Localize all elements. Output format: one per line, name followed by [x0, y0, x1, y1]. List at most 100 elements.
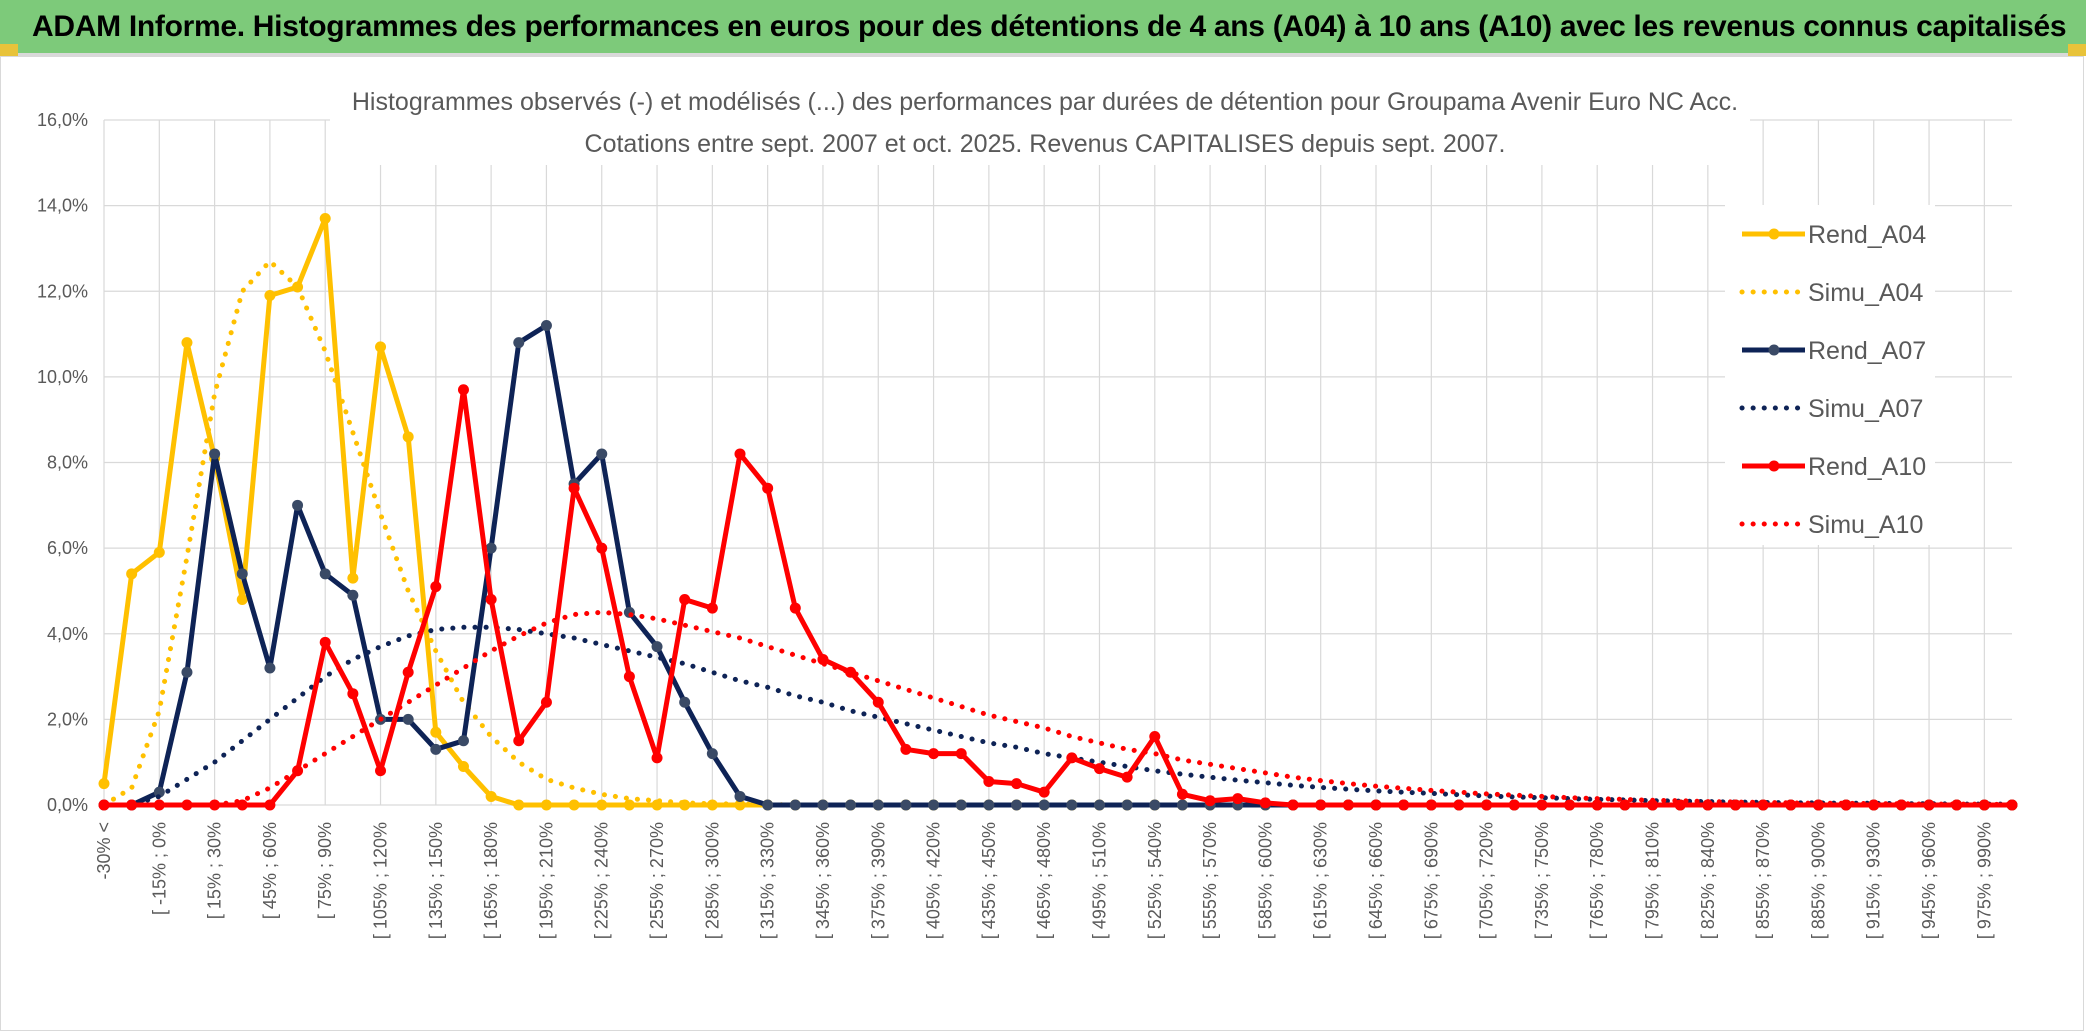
chart-series: [98, 212, 2018, 811]
data-point-Rend_A07: [485, 542, 497, 554]
x-tick-label: [ 495% ; 510%: [1089, 822, 1109, 939]
x-tick-label: [ 315% ; 330%: [758, 822, 778, 939]
x-tick-label: [ 375% ; 390%: [868, 822, 888, 939]
data-point-Rend_A04: [347, 572, 359, 584]
data-point-Rend_A10: [540, 696, 552, 708]
y-tick-label: 12,0%: [37, 281, 88, 301]
data-point-Rend_A04: [485, 790, 497, 802]
data-point-Rend_A04: [98, 778, 110, 790]
data-point-Rend_A04: [264, 290, 276, 302]
data-point-Rend_A04: [181, 337, 193, 349]
y-tick-label: 16,0%: [37, 110, 88, 130]
x-tick-label: [ 585% ; 600%: [1255, 822, 1275, 939]
data-point-Rend_A07: [872, 799, 884, 811]
data-point-Rend_A10: [955, 748, 967, 760]
x-tick-label: [ 945% ; 960%: [1919, 822, 1939, 939]
data-point-Rend_A10: [789, 602, 801, 614]
legend-label-Rend_A07: Rend_A07: [1808, 337, 1926, 365]
x-tick-label: [ 45% ; 60%: [260, 822, 280, 919]
data-point-Rend_A10: [1121, 771, 1133, 783]
y-tick-label: 6,0%: [47, 538, 88, 558]
x-tick-label: [ 345% ; 360%: [813, 822, 833, 939]
data-point-Rend_A07: [457, 735, 469, 747]
series-line-Rend_A10: [104, 387, 2012, 808]
data-point-Rend_A07: [181, 666, 193, 678]
x-tick-label: [ -15% ; 0%: [149, 822, 169, 915]
data-point-Rend_A07: [1121, 799, 1133, 811]
chart-frame: [0, 56, 2084, 1031]
data-point-Rend_A10: [596, 542, 608, 554]
data-point-Rend_A10: [1536, 799, 1548, 811]
x-tick-label: [ 135% ; 150%: [426, 822, 446, 939]
legend-marker-Rend_A07: [1768, 344, 1780, 356]
data-point-Rend_A10: [264, 799, 276, 811]
data-point-Rend_A10: [1315, 799, 1327, 811]
legend-background: [1725, 205, 1935, 545]
x-tick-label: -30% <: [94, 822, 114, 880]
data-point-Rend_A07: [983, 799, 995, 811]
data-point-Rend_A10: [983, 775, 995, 787]
data-point-Rend_A10: [928, 748, 940, 760]
data-point-Rend_A04: [457, 760, 469, 772]
data-point-Rend_A10: [1287, 799, 1299, 811]
data-point-Rend_A10: [1011, 778, 1023, 790]
data-point-Rend_A10: [513, 735, 525, 747]
data-point-Rend_A10: [1176, 788, 1188, 800]
data-point-Rend_A10: [457, 384, 469, 396]
x-axis-ticks: -30% < [ -15% ; 0% [ 15% ; 30% [ 45% ; 60% […: [94, 822, 1994, 939]
data-point-Rend_A10: [402, 666, 414, 678]
legend-label-Rend_A04: Rend_A04: [1808, 221, 1926, 249]
x-tick-label: [ 75% ; 90%: [315, 822, 335, 919]
data-point-Rend_A10: [1508, 799, 1520, 811]
data-point-Rend_A10: [1342, 799, 1354, 811]
data-point-Rend_A10: [1259, 797, 1271, 809]
data-point-Rend_A04: [319, 212, 331, 224]
data-point-Rend_A07: [1011, 799, 1023, 811]
data-point-Rend_A07: [900, 799, 912, 811]
data-point-Rend_A07: [236, 568, 248, 580]
x-tick-label: [ 735% ; 750%: [1532, 822, 1552, 939]
data-point-Rend_A10: [1481, 799, 1493, 811]
data-point-Rend_A07: [209, 448, 221, 460]
chart-grid: [103, 119, 2012, 806]
data-point-Rend_A07: [1093, 799, 1105, 811]
data-point-Rend_A10: [1370, 799, 1382, 811]
x-tick-label: [ 825% ; 840%: [1698, 822, 1718, 939]
data-point-Rend_A10: [762, 482, 774, 494]
data-point-Rend_A10: [126, 799, 138, 811]
banner-corner-right: [2068, 44, 2086, 56]
data-point-Rend_A10: [706, 602, 718, 614]
data-point-Rend_A07: [540, 320, 552, 331]
x-tick-label: [ 975% ; 990%: [1974, 822, 1994, 939]
title-background: [330, 83, 1750, 165]
data-point-Rend_A10: [1149, 731, 1161, 742]
title-banner: ADAM Informe. Histogrammes des performan…: [0, 0, 2086, 56]
data-point-Rend_A07: [347, 589, 359, 601]
data-point-Rend_A10: [872, 696, 884, 708]
data-point-Rend_A04: [430, 726, 442, 738]
x-tick-label: [ 15% ; 30%: [205, 822, 225, 919]
x-tick-label: [ 465% ; 480%: [1034, 822, 1054, 939]
x-tick-label: [ 285% ; 300%: [702, 822, 722, 939]
x-tick-label: [ 795% ; 810%: [1643, 822, 1663, 939]
data-point-Rend_A04: [236, 594, 248, 605]
legend-marker-Rend_A10: [1768, 460, 1780, 472]
data-point-Rend_A07: [817, 799, 829, 811]
y-tick-label: 2,0%: [47, 709, 88, 729]
data-point-Rend_A10: [651, 752, 663, 764]
legend-label-Simu_A10: Simu_A10: [1808, 511, 1923, 539]
x-tick-label: [ 645% ; 660%: [1366, 822, 1386, 939]
data-point-Rend_A04: [126, 568, 138, 580]
x-tick-label: [ 675% ; 690%: [1421, 822, 1441, 939]
data-point-Rend_A07: [1149, 799, 1161, 811]
data-point-Rend_A07: [513, 337, 525, 349]
legend-label-Rend_A10: Rend_A10: [1808, 453, 1926, 481]
data-point-Rend_A04: [375, 341, 387, 353]
data-point-Rend_A07: [402, 713, 414, 725]
data-point-Rend_A10: [430, 581, 442, 593]
y-tick-label: 0,0%: [47, 795, 88, 815]
chart-legend: Rend_A04 Simu_A04 Rend_A07 Simu_A07 Rend_A10…: [1739, 221, 1926, 539]
data-point-Rend_A10: [319, 636, 331, 648]
data-point-Rend_A10: [1425, 799, 1437, 811]
